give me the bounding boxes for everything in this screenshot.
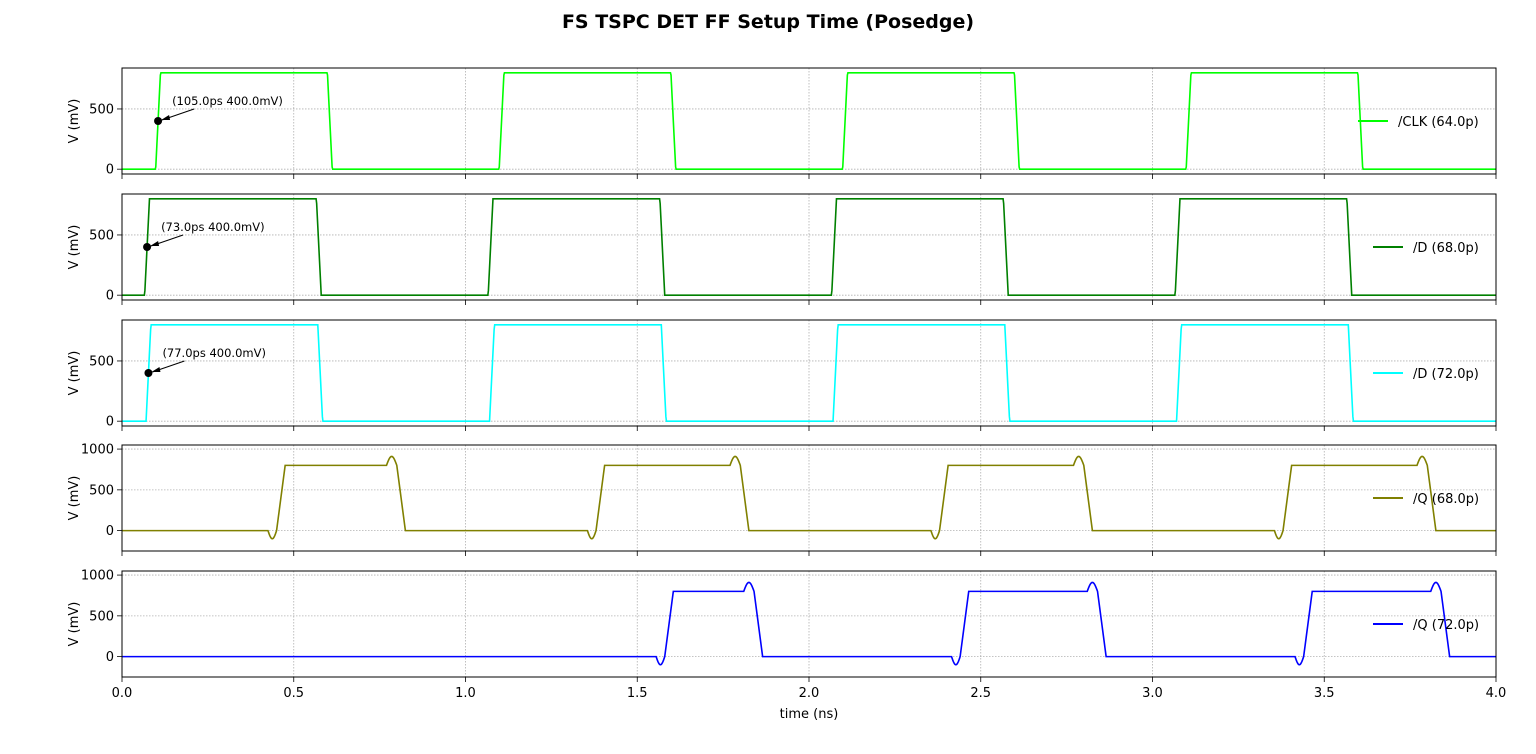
y-tick-label: 1000 xyxy=(81,443,114,458)
annotation-arrowhead xyxy=(150,241,160,246)
series-line xyxy=(122,455,1496,540)
x-tick-label: 1.0 xyxy=(455,686,476,701)
legend-label: /D (68.0p) xyxy=(1413,241,1479,256)
x-tick-label: 2.5 xyxy=(970,686,991,701)
y-axis-label: V (mV) xyxy=(67,351,82,396)
y-tick-label: 0 xyxy=(106,524,114,539)
subplot-5: 0 500 1000 V (mV) /Q (72.0p) xyxy=(67,569,1497,682)
y-tick-label: 1000 xyxy=(81,569,114,584)
axes-frame xyxy=(121,67,1497,175)
x-axis-label: time (ns) xyxy=(780,707,839,722)
annotation-label: (77.0ps 400.0mV) xyxy=(162,346,266,360)
legend-label: /Q (72.0p) xyxy=(1413,618,1479,633)
y-tick-label: 0 xyxy=(106,163,114,178)
legend-label: /D (72.0p) xyxy=(1413,367,1479,382)
y-tick-label: 500 xyxy=(89,609,114,624)
annotation-label: (73.0ps 400.0mV) xyxy=(161,220,265,234)
axes-frame xyxy=(121,193,1497,301)
annotation-marker xyxy=(143,243,152,251)
annotation-marker xyxy=(144,369,153,377)
subplot-1: 0 500 V (mV) (105.0ps 400.0mV) /CLK (64.0p) xyxy=(67,67,1497,179)
y-tick-label: 0 xyxy=(106,415,114,430)
y-tick-label: 0 xyxy=(106,650,114,665)
axes-frame xyxy=(121,570,1497,678)
annotation-marker xyxy=(154,117,163,125)
x-tick-label: 4.0 xyxy=(1486,686,1507,701)
subplot-2: 0 500 V (mV) (73.0ps 400.0mV) /D (68.0p) xyxy=(67,193,1497,305)
y-tick-label: 0 xyxy=(106,289,114,304)
subplot-3: 0 500 V (mV) (77.0ps 400.0mV) /D (72.0p) xyxy=(67,319,1497,431)
annotation-label: (105.0ps 400.0mV) xyxy=(172,94,283,108)
legend-label: /Q (68.0p) xyxy=(1413,492,1479,507)
x-tick-label: 3.5 xyxy=(1314,686,1335,701)
y-axis-label: V (mV) xyxy=(67,602,82,647)
legend-label: /CLK (64.0p) xyxy=(1398,115,1479,130)
axes-frame xyxy=(121,319,1497,427)
y-axis-label: V (mV) xyxy=(67,225,82,270)
y-tick-label: 500 xyxy=(89,483,114,498)
series-line xyxy=(122,72,1496,170)
annotation-arrowhead xyxy=(151,367,161,372)
y-tick-label: 500 xyxy=(89,102,114,117)
x-tick-label: 2.0 xyxy=(799,686,820,701)
x-tick-label: 3.0 xyxy=(1142,686,1163,701)
chart-title: FS TSPC DET FF Setup Time (Posedge) xyxy=(561,11,975,33)
series-line xyxy=(122,198,1496,296)
y-tick-label: 500 xyxy=(89,354,114,369)
series-line xyxy=(122,324,1496,422)
y-axis-label: V (mV) xyxy=(67,99,82,144)
series-line xyxy=(122,581,1496,666)
y-axis-label: V (mV) xyxy=(67,476,82,521)
axes-frame xyxy=(121,444,1497,552)
x-tick-label: 1.5 xyxy=(627,686,648,701)
x-tick-label: 0.5 xyxy=(283,686,304,701)
y-tick-label: 500 xyxy=(89,228,114,243)
annotation-arrowhead xyxy=(161,115,171,120)
x-tick-label: 0.0 xyxy=(112,686,133,701)
subplot-4: 0 500 1000 V (mV) /Q (68.0p) xyxy=(67,443,1497,556)
